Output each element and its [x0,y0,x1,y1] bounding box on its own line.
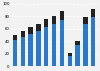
Bar [60,11,64,20]
Bar [44,27,48,66]
Bar [75,41,80,45]
Bar [83,24,88,66]
Bar [75,45,80,66]
Bar [21,37,25,66]
Bar [28,27,33,34]
Bar [13,40,17,66]
Bar [36,24,41,31]
Bar [68,56,72,66]
Bar [21,31,25,37]
Bar [52,24,56,66]
Bar [44,19,48,27]
Bar [60,20,64,66]
Bar [52,16,56,24]
Bar [83,17,88,24]
Bar [36,31,41,66]
Bar [28,34,33,66]
Bar [68,53,72,56]
Bar [91,17,95,66]
Bar [91,9,95,17]
Bar [13,35,17,40]
